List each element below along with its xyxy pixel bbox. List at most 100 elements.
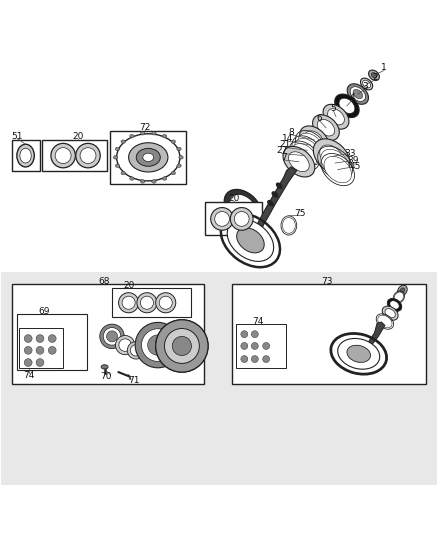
Ellipse shape — [295, 139, 320, 163]
Ellipse shape — [152, 180, 156, 183]
Text: 72: 72 — [139, 123, 151, 132]
Ellipse shape — [119, 339, 131, 351]
Text: 27: 27 — [276, 146, 288, 155]
Bar — [19, 328, 63, 368]
Ellipse shape — [172, 336, 191, 356]
Text: 2: 2 — [372, 73, 378, 82]
Ellipse shape — [116, 335, 135, 354]
Bar — [12, 140, 40, 171]
Text: 20: 20 — [229, 195, 240, 203]
Ellipse shape — [241, 356, 248, 362]
Ellipse shape — [339, 98, 355, 114]
Ellipse shape — [387, 298, 402, 311]
Bar — [42, 140, 107, 171]
Ellipse shape — [263, 343, 270, 350]
Ellipse shape — [394, 292, 403, 302]
Text: 68: 68 — [99, 277, 110, 286]
Ellipse shape — [251, 356, 258, 362]
Ellipse shape — [80, 148, 96, 164]
Bar — [17, 313, 87, 370]
Ellipse shape — [48, 335, 56, 343]
Ellipse shape — [211, 207, 233, 230]
Bar — [236, 324, 286, 368]
Ellipse shape — [36, 346, 44, 354]
Ellipse shape — [143, 153, 154, 161]
Ellipse shape — [171, 140, 176, 143]
Ellipse shape — [360, 78, 373, 90]
Ellipse shape — [338, 338, 380, 369]
Ellipse shape — [155, 320, 208, 372]
Ellipse shape — [106, 331, 117, 342]
Polygon shape — [258, 167, 297, 227]
Ellipse shape — [251, 343, 258, 350]
Ellipse shape — [131, 345, 142, 356]
Ellipse shape — [369, 70, 379, 80]
Ellipse shape — [237, 228, 264, 253]
Ellipse shape — [141, 296, 153, 309]
Text: 21: 21 — [279, 140, 291, 149]
Ellipse shape — [400, 288, 405, 293]
Ellipse shape — [215, 212, 230, 227]
Text: 1: 1 — [381, 63, 387, 72]
Ellipse shape — [51, 143, 75, 168]
Ellipse shape — [171, 171, 176, 175]
Ellipse shape — [177, 147, 181, 151]
Ellipse shape — [141, 180, 145, 183]
Text: 71: 71 — [128, 376, 140, 384]
Ellipse shape — [155, 293, 176, 313]
Ellipse shape — [227, 219, 274, 261]
Ellipse shape — [328, 109, 344, 125]
Ellipse shape — [141, 132, 145, 135]
Text: 45: 45 — [350, 163, 361, 172]
Ellipse shape — [317, 119, 335, 136]
Text: 74: 74 — [253, 317, 264, 326]
Ellipse shape — [350, 87, 365, 101]
Bar — [110, 131, 186, 183]
Ellipse shape — [335, 94, 359, 118]
Ellipse shape — [241, 330, 248, 338]
Ellipse shape — [121, 140, 125, 143]
Ellipse shape — [289, 152, 309, 172]
Ellipse shape — [321, 149, 350, 177]
Text: 8: 8 — [288, 127, 294, 136]
Ellipse shape — [152, 132, 156, 135]
Ellipse shape — [129, 143, 168, 172]
Bar — [232, 284, 426, 384]
Text: 33: 33 — [344, 149, 356, 158]
Ellipse shape — [229, 194, 257, 221]
Ellipse shape — [292, 143, 317, 167]
Ellipse shape — [251, 330, 258, 338]
Text: 14: 14 — [283, 134, 293, 143]
Ellipse shape — [347, 84, 368, 104]
Ellipse shape — [313, 115, 339, 141]
Ellipse shape — [36, 335, 44, 343]
Bar — [205, 203, 262, 235]
Ellipse shape — [121, 171, 125, 175]
Ellipse shape — [122, 296, 135, 309]
Ellipse shape — [324, 156, 351, 183]
Ellipse shape — [320, 145, 343, 168]
Ellipse shape — [283, 147, 315, 177]
Ellipse shape — [115, 164, 120, 167]
Ellipse shape — [234, 212, 249, 227]
Ellipse shape — [385, 309, 396, 318]
Ellipse shape — [113, 156, 118, 159]
Polygon shape — [362, 322, 385, 350]
Ellipse shape — [177, 164, 181, 167]
Ellipse shape — [103, 328, 121, 345]
Ellipse shape — [241, 343, 248, 350]
Text: 39: 39 — [348, 156, 359, 165]
Ellipse shape — [24, 346, 32, 354]
Ellipse shape — [276, 182, 283, 189]
Ellipse shape — [141, 329, 174, 361]
Ellipse shape — [300, 126, 328, 154]
Ellipse shape — [155, 320, 208, 372]
Text: 20: 20 — [73, 132, 84, 141]
Ellipse shape — [127, 342, 145, 359]
Text: 69: 69 — [39, 306, 50, 316]
Ellipse shape — [263, 356, 270, 362]
Ellipse shape — [179, 156, 183, 159]
Text: 70: 70 — [101, 372, 112, 381]
Ellipse shape — [137, 293, 157, 313]
Ellipse shape — [17, 144, 34, 167]
